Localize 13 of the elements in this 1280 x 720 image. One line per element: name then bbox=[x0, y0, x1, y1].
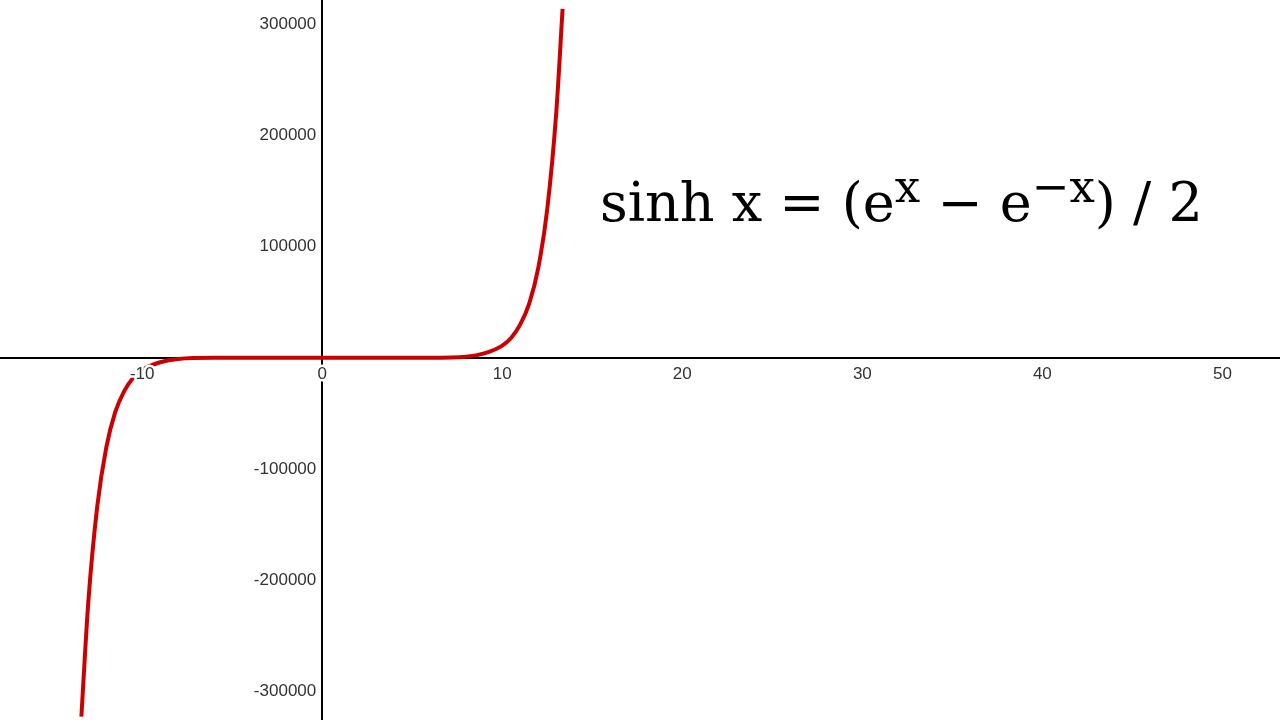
x-tick-label: 20 bbox=[672, 363, 692, 383]
y-tick-label: 300000 bbox=[259, 14, 317, 34]
y-tick-label: -200000 bbox=[253, 569, 317, 589]
y-tick-label: 100000 bbox=[259, 236, 317, 256]
x-tick-label: 10 bbox=[492, 363, 512, 383]
y-tick-label: -300000 bbox=[253, 680, 317, 700]
y-tick-label: -100000 bbox=[253, 458, 317, 478]
x-tick-label: 30 bbox=[852, 363, 872, 383]
x-tick-label: 50 bbox=[1212, 363, 1232, 383]
x-tick-label: 40 bbox=[1032, 363, 1052, 383]
y-tick-label: 200000 bbox=[259, 125, 317, 145]
annotation: sinh x = (e$^{x}$ − e$^{−x}$) / 2 bbox=[600, 160, 1203, 234]
line-series bbox=[79, 6, 565, 719]
